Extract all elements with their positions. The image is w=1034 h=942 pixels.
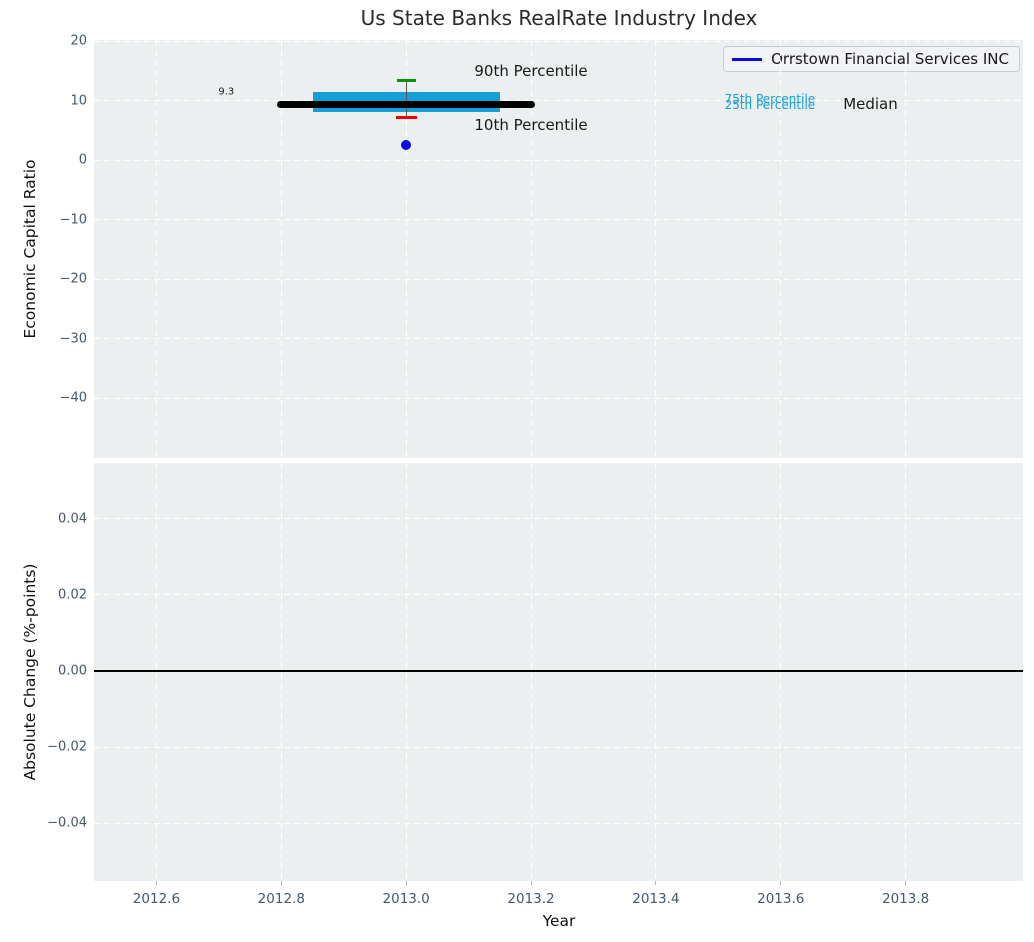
y-axis-label-top: Economic Capital Ratio xyxy=(21,159,39,339)
x-tick-mark xyxy=(905,881,907,885)
x-tick-mark xyxy=(280,881,282,885)
legend-line-swatch xyxy=(732,57,763,61)
annotation-25th-percentile: 25th Percentile xyxy=(724,97,816,112)
y-tick-label: 0.02 xyxy=(58,587,87,603)
x-tick-label: 2013.6 xyxy=(757,891,805,907)
y-tick-label: −30 xyxy=(59,331,87,347)
y-tick-label: −0.02 xyxy=(47,739,87,755)
y-tick-label: 0.00 xyxy=(58,663,87,679)
top-axes: Orrstown Financial Services INC 9.3 90th … xyxy=(94,40,1023,458)
y-tick-label: 0 xyxy=(78,152,87,168)
annotation-75th-percentile: 75th Percentile xyxy=(724,91,816,106)
zero-line xyxy=(94,670,1023,673)
grid-line-x xyxy=(155,40,157,458)
y-tick-label: −20 xyxy=(59,271,87,287)
x-tick-label: 2013.0 xyxy=(382,891,430,907)
x-axis-label: Year xyxy=(542,912,576,930)
p90-cap xyxy=(396,78,416,82)
grid-line-x xyxy=(655,40,657,458)
x-tick-mark xyxy=(655,881,657,885)
grid-line-x xyxy=(780,40,782,458)
annotation-median: Median xyxy=(843,94,898,113)
y-tick-label: −0.04 xyxy=(47,815,87,831)
x-tick-label: 2012.8 xyxy=(257,891,305,907)
x-tick-label: 2013.8 xyxy=(882,891,930,907)
p10-cap xyxy=(395,115,417,119)
x-tick-mark xyxy=(780,881,782,885)
y-tick-label: 0.04 xyxy=(58,511,87,527)
grid-line-y xyxy=(94,822,1023,824)
x-tick-label: 2012.6 xyxy=(132,891,181,907)
whisker-line xyxy=(405,80,407,118)
grid-line-y xyxy=(94,338,1023,340)
chart-title: Us State Banks RealRate Industry Index xyxy=(360,6,758,30)
legend-label: Orrstown Financial Services INC xyxy=(771,50,1009,68)
annotation-90th-percentile: 90th Percentile xyxy=(474,61,588,80)
grid-line-x xyxy=(280,40,282,458)
bottom-axes xyxy=(94,463,1023,881)
company-point xyxy=(401,140,412,151)
grid-line-y xyxy=(94,397,1023,399)
x-tick-mark xyxy=(530,881,532,885)
grid-line-y xyxy=(94,100,1023,102)
grid-line-y xyxy=(94,278,1023,280)
y-tick-label: −40 xyxy=(59,390,87,406)
x-tick-mark xyxy=(405,881,407,885)
x-tick-label: 2013.4 xyxy=(632,891,680,907)
grid-line-y xyxy=(94,594,1023,596)
median-line xyxy=(277,101,536,109)
grid-line-y xyxy=(94,518,1023,520)
y-tick-label: −10 xyxy=(59,212,87,228)
y-tick-label: 10 xyxy=(70,93,87,109)
grid-line-x xyxy=(530,40,532,458)
grid-line-y xyxy=(94,746,1023,748)
x-tick-mark xyxy=(155,881,157,885)
y-axis-label-bottom: Absolute Change (%-points) xyxy=(21,563,39,781)
legend: Orrstown Financial Services INC xyxy=(723,46,1020,72)
grid-line-y xyxy=(94,219,1023,221)
y-tick-label: 20 xyxy=(70,33,87,49)
x-tick-label: 2013.2 xyxy=(507,891,555,907)
grid-line-y xyxy=(94,159,1023,161)
annotation-10th-percentile: 10th Percentile xyxy=(474,116,588,135)
grid-line-y xyxy=(94,40,1023,42)
grid-line-x xyxy=(905,40,907,458)
grid-line-x xyxy=(405,40,407,458)
annotation-9-3: 9.3 xyxy=(218,86,235,98)
